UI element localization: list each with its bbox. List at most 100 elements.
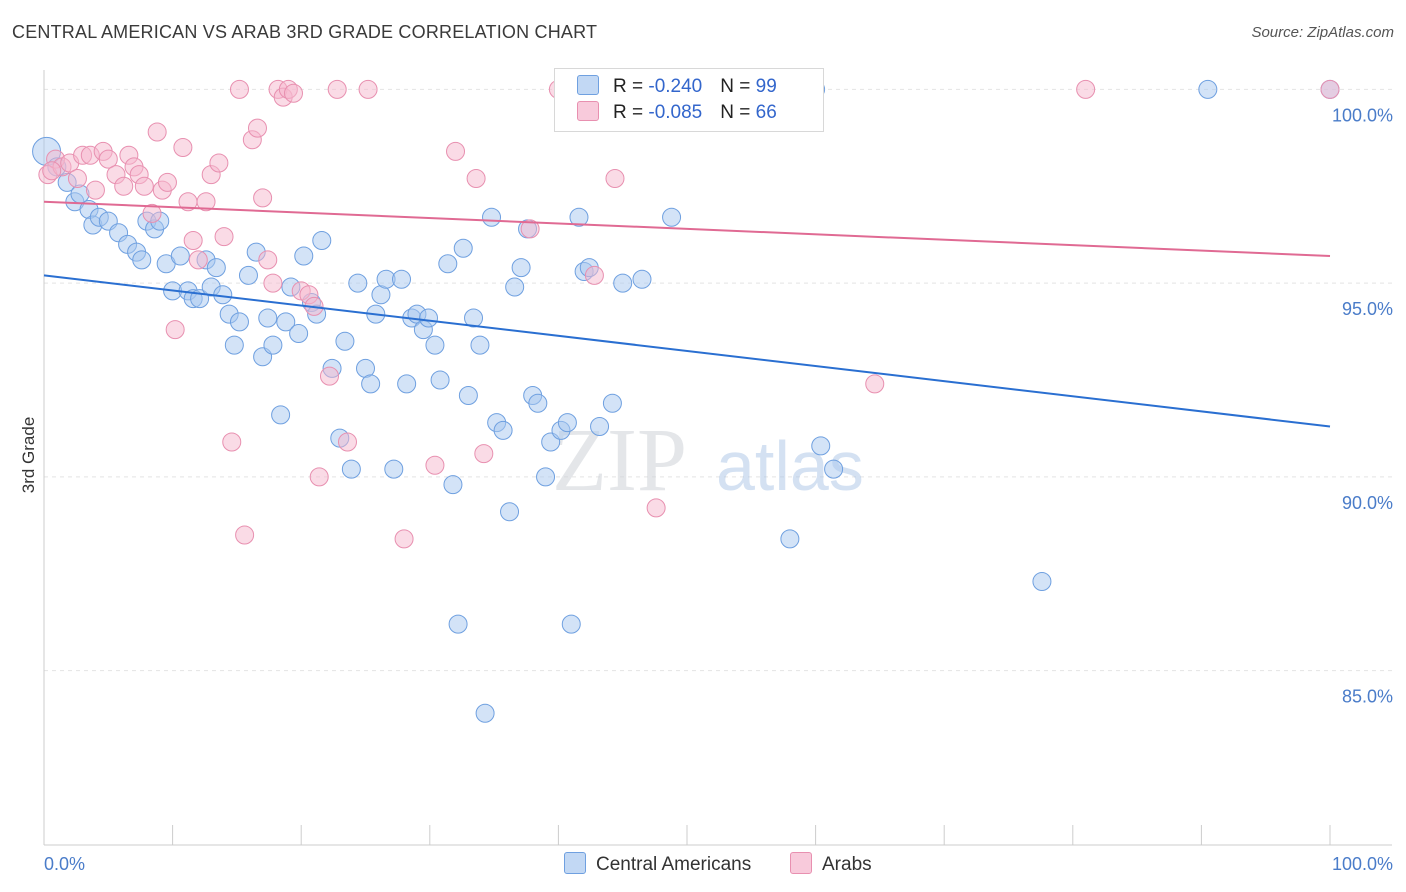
legend-label: Arabs — [822, 854, 872, 875]
data-point-arabs — [209, 153, 229, 173]
data-point-central-americans — [500, 502, 520, 522]
data-point-central-americans — [569, 207, 589, 227]
data-point-arabs — [183, 231, 203, 250]
gridlines — [44, 88, 1392, 672]
data-point-arabs — [247, 118, 267, 138]
y-tick-label: 85.0% — [1342, 687, 1393, 707]
data-point-central-americans — [632, 269, 652, 289]
data-point-central-americans — [258, 308, 278, 328]
data-point-arabs — [337, 432, 357, 452]
legend-r-value: -0.240 — [648, 76, 703, 97]
data-point-central-americans — [811, 436, 831, 456]
trend-line-central-americans — [43, 274, 1331, 428]
legend-n-label: N = — [720, 102, 756, 123]
data-point-arabs — [358, 79, 378, 99]
data-point-central-americans — [443, 475, 463, 495]
data-point-central-americans — [294, 246, 314, 266]
data-point-central-americans — [276, 312, 296, 332]
y-tick-label: 90.0% — [1342, 493, 1393, 513]
data-point-central-americans — [1198, 79, 1218, 99]
data-point-central-americans — [312, 231, 332, 250]
legend-r-label: R = — [613, 76, 649, 97]
data-point-arabs — [222, 432, 242, 452]
legend-label: Central Americans — [596, 854, 752, 875]
data-point-central-americans — [384, 459, 404, 479]
data-point-central-americans — [430, 370, 450, 390]
data-point-central-americans — [335, 331, 355, 351]
data-point-central-americans — [505, 277, 525, 297]
data-point-central-americans — [397, 374, 417, 394]
data-point-central-americans — [448, 614, 468, 634]
data-point-central-americans — [425, 335, 445, 355]
data-point-arabs — [466, 169, 486, 188]
legend-row-central-americans: R = -0.240 N = 99 — [577, 75, 777, 99]
data-point-central-americans — [132, 250, 152, 270]
data-point-central-americans — [561, 614, 581, 634]
data-point-arabs — [283, 83, 303, 103]
legend-n-value: 99 — [755, 76, 777, 97]
legend-swatch-blue — [577, 75, 599, 95]
trend-lines — [43, 200, 1331, 428]
trend-line-arabs — [43, 200, 1331, 257]
legend-r-label: R = — [613, 102, 649, 123]
x-tick-label: 0.0% — [44, 854, 85, 874]
data-points — [32, 79, 1340, 723]
data-point-central-americans — [453, 238, 473, 258]
legend-n-label: N = — [720, 76, 756, 97]
chart-source: Source: ZipAtlas.com — [1251, 24, 1394, 41]
data-point-central-americans — [361, 374, 381, 394]
data-point-central-americans — [470, 335, 490, 355]
data-point-central-americans — [341, 459, 361, 479]
data-point-central-americans — [348, 273, 368, 293]
data-point-arabs — [253, 188, 273, 208]
legend-swatch-pink — [577, 101, 599, 121]
data-point-arabs — [67, 169, 87, 188]
legend-item-arabs[interactable]: Arabs — [790, 852, 872, 876]
data-point-arabs — [114, 176, 134, 196]
stats-legend: R = -0.240 N = 99 R = -0.085 N = 66 — [554, 68, 824, 132]
data-point-arabs — [235, 525, 255, 545]
data-point-arabs — [188, 250, 208, 270]
data-point-arabs — [85, 180, 105, 200]
y-tick-label: 100.0% — [1332, 105, 1393, 125]
data-point-central-americans — [824, 459, 844, 479]
data-point-arabs — [173, 138, 193, 157]
data-point-central-americans — [780, 529, 800, 549]
data-point-arabs — [157, 172, 177, 192]
data-point-central-americans — [511, 258, 531, 278]
data-point-arabs — [319, 366, 339, 386]
chart-title: CENTRAL AMERICAN VS ARAB 3RD GRADE CORRE… — [12, 22, 598, 42]
data-point-arabs — [229, 79, 249, 99]
data-point-arabs — [605, 169, 625, 188]
x-tick-labels: 0.0% 100.0% — [44, 854, 1393, 874]
legend-r-value: -0.085 — [648, 102, 703, 123]
data-point-central-americans — [392, 269, 412, 289]
data-point-central-americans — [475, 703, 495, 723]
data-point-central-americans — [662, 207, 682, 227]
data-point-central-americans — [229, 312, 249, 332]
data-point-arabs — [446, 141, 466, 161]
data-point-central-americans — [271, 405, 291, 425]
data-point-central-americans — [419, 308, 439, 328]
data-point-arabs — [474, 444, 494, 464]
data-point-arabs — [584, 265, 604, 285]
data-point-central-americans — [602, 393, 622, 413]
data-point-arabs — [1076, 79, 1096, 99]
data-point-central-americans — [289, 324, 309, 343]
data-point-arabs — [196, 192, 216, 212]
y-tick-labels: 100.0% 95.0% 90.0% 85.0% — [1332, 105, 1393, 706]
y-axis-label: 3rd Grade — [19, 417, 38, 494]
data-point-arabs — [1320, 79, 1340, 99]
data-point-arabs — [134, 176, 154, 196]
data-point-arabs — [309, 467, 329, 487]
data-point-central-americans — [263, 335, 283, 355]
data-point-central-americans — [206, 258, 226, 278]
legend-row-arabs: R = -0.085 N = 66 — [577, 101, 777, 125]
legend-item-central-americans[interactable]: Central Americans — [564, 852, 751, 876]
series-legend: Central Americans Arabs — [0, 852, 1406, 878]
data-point-arabs — [142, 203, 162, 223]
data-point-central-americans — [557, 413, 577, 433]
data-point-central-americans — [613, 273, 633, 293]
data-point-arabs — [425, 455, 445, 475]
